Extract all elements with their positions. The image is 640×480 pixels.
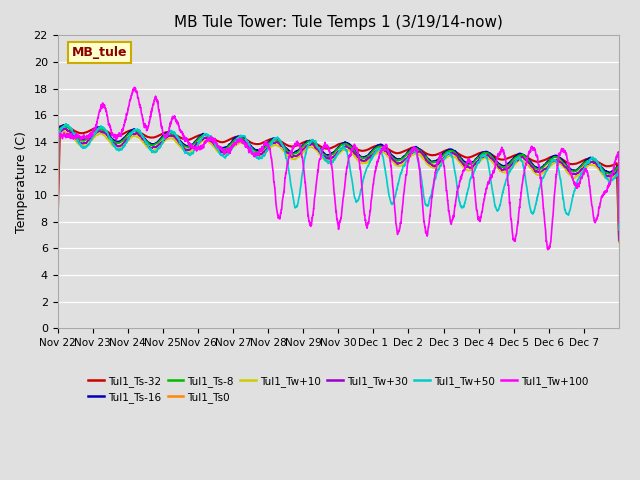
Tul1_Ts-32 xyxy=(493,155,500,160)
Tul1_Tw+10 xyxy=(615,240,623,245)
Tul1_Tw+30 xyxy=(54,228,61,234)
Tul1_Ts-8 xyxy=(534,167,542,172)
Tul1_Tw+50 xyxy=(534,190,542,196)
Tul1_Ts-32 xyxy=(54,225,61,230)
Tul1_Ts-32 xyxy=(170,131,178,137)
Tul1_Tw+30 xyxy=(359,158,367,164)
Tul1_Tw+100 xyxy=(131,84,138,90)
Tul1_Tw+50 xyxy=(170,129,178,135)
Tul1_Tw+50 xyxy=(520,166,528,172)
Tul1_Tw+10 xyxy=(493,164,500,169)
Tul1_Ts0 xyxy=(534,169,542,175)
Tul1_Ts0 xyxy=(615,238,623,244)
Tul1_Tw+30 xyxy=(520,156,528,161)
Tul1_Ts-16 xyxy=(359,155,367,160)
Tul1_Tw+100 xyxy=(54,211,61,216)
Tul1_Tw+10 xyxy=(170,137,178,143)
Text: MB_tule: MB_tule xyxy=(72,46,127,59)
Tul1_Tw+100 xyxy=(493,160,500,166)
Tul1_Tw+10 xyxy=(359,160,367,166)
Legend: Tul1_Ts-32, Tul1_Ts-16, Tul1_Ts-8, Tul1_Ts0, Tul1_Tw+10, Tul1_Tw+30, Tul1_Tw+50,: Tul1_Ts-32, Tul1_Ts-16, Tul1_Ts-8, Tul1_… xyxy=(84,372,592,407)
Tul1_Ts-32 xyxy=(615,239,623,244)
Tul1_Ts-8 xyxy=(54,227,61,232)
Tul1_Ts0 xyxy=(54,228,61,233)
Tul1_Ts-8 xyxy=(615,236,623,242)
Tul1_Tw+50 xyxy=(615,227,623,233)
Tul1_Ts0 xyxy=(390,157,397,163)
Tul1_Ts-8 xyxy=(390,156,397,161)
Tul1_Tw+100 xyxy=(615,219,623,225)
Line: Tul1_Ts-16: Tul1_Ts-16 xyxy=(58,125,619,239)
Line: Tul1_Tw+50: Tul1_Tw+50 xyxy=(58,124,619,233)
Tul1_Tw+30 xyxy=(170,133,178,139)
Tul1_Ts-16 xyxy=(615,236,623,241)
Tul1_Tw+100 xyxy=(544,247,552,252)
Tul1_Tw+100 xyxy=(520,171,528,177)
Tul1_Ts-8 xyxy=(60,123,68,129)
Tul1_Tw+100 xyxy=(359,200,367,205)
Tul1_Ts-16 xyxy=(534,165,542,170)
Tul1_Tw+30 xyxy=(61,126,69,132)
Tul1_Tw+50 xyxy=(390,199,397,205)
Tul1_Tw+10 xyxy=(60,129,68,134)
Line: Tul1_Ts0: Tul1_Ts0 xyxy=(58,129,619,241)
Tul1_Tw+10 xyxy=(54,229,61,235)
Tul1_Ts-32 xyxy=(60,123,67,129)
Tul1_Tw+10 xyxy=(390,159,397,165)
Tul1_Tw+30 xyxy=(493,161,500,167)
Line: Tul1_Tw+100: Tul1_Tw+100 xyxy=(58,87,619,250)
Tul1_Tw+50 xyxy=(359,177,367,182)
Y-axis label: Temperature (C): Temperature (C) xyxy=(15,131,28,233)
Tul1_Tw+100 xyxy=(170,115,178,120)
Line: Tul1_Ts-32: Tul1_Ts-32 xyxy=(58,126,619,241)
Tul1_Ts-16 xyxy=(60,122,68,128)
Tul1_Ts-8 xyxy=(520,153,528,158)
Tul1_Ts-8 xyxy=(493,159,500,165)
Tul1_Ts-32 xyxy=(534,159,542,165)
Tul1_Ts0 xyxy=(61,126,69,132)
Tul1_Ts-16 xyxy=(390,153,397,159)
Tul1_Tw+30 xyxy=(615,238,623,243)
Tul1_Tw+50 xyxy=(62,121,70,127)
Tul1_Ts-8 xyxy=(170,132,178,138)
Tul1_Ts-32 xyxy=(390,149,397,155)
Tul1_Tw+100 xyxy=(534,162,542,168)
Tul1_Tw+30 xyxy=(534,169,542,175)
Tul1_Tw+10 xyxy=(534,172,542,178)
Tul1_Tw+50 xyxy=(493,207,500,213)
Tul1_Ts0 xyxy=(170,134,178,140)
Tul1_Ts-8 xyxy=(359,156,367,161)
Tul1_Ts-16 xyxy=(493,158,500,164)
Tul1_Tw+30 xyxy=(390,157,397,163)
Tul1_Ts-16 xyxy=(520,152,528,158)
Line: Tul1_Tw+30: Tul1_Tw+30 xyxy=(58,129,619,240)
Line: Tul1_Tw+10: Tul1_Tw+10 xyxy=(58,132,619,242)
Tul1_Ts-32 xyxy=(359,148,367,154)
Title: MB Tule Tower: Tule Temps 1 (3/19/14-now): MB Tule Tower: Tule Temps 1 (3/19/14-now… xyxy=(174,15,502,30)
Tul1_Ts0 xyxy=(493,161,500,167)
Tul1_Ts-16 xyxy=(170,131,178,136)
Tul1_Tw+100 xyxy=(390,189,397,195)
Line: Tul1_Ts-8: Tul1_Ts-8 xyxy=(58,126,619,239)
Tul1_Tw+10 xyxy=(520,159,528,165)
Tul1_Ts0 xyxy=(359,158,367,164)
Tul1_Ts0 xyxy=(520,155,528,161)
Tul1_Ts-32 xyxy=(520,153,528,158)
Tul1_Tw+50 xyxy=(54,230,61,236)
Tul1_Ts-16 xyxy=(54,226,61,232)
